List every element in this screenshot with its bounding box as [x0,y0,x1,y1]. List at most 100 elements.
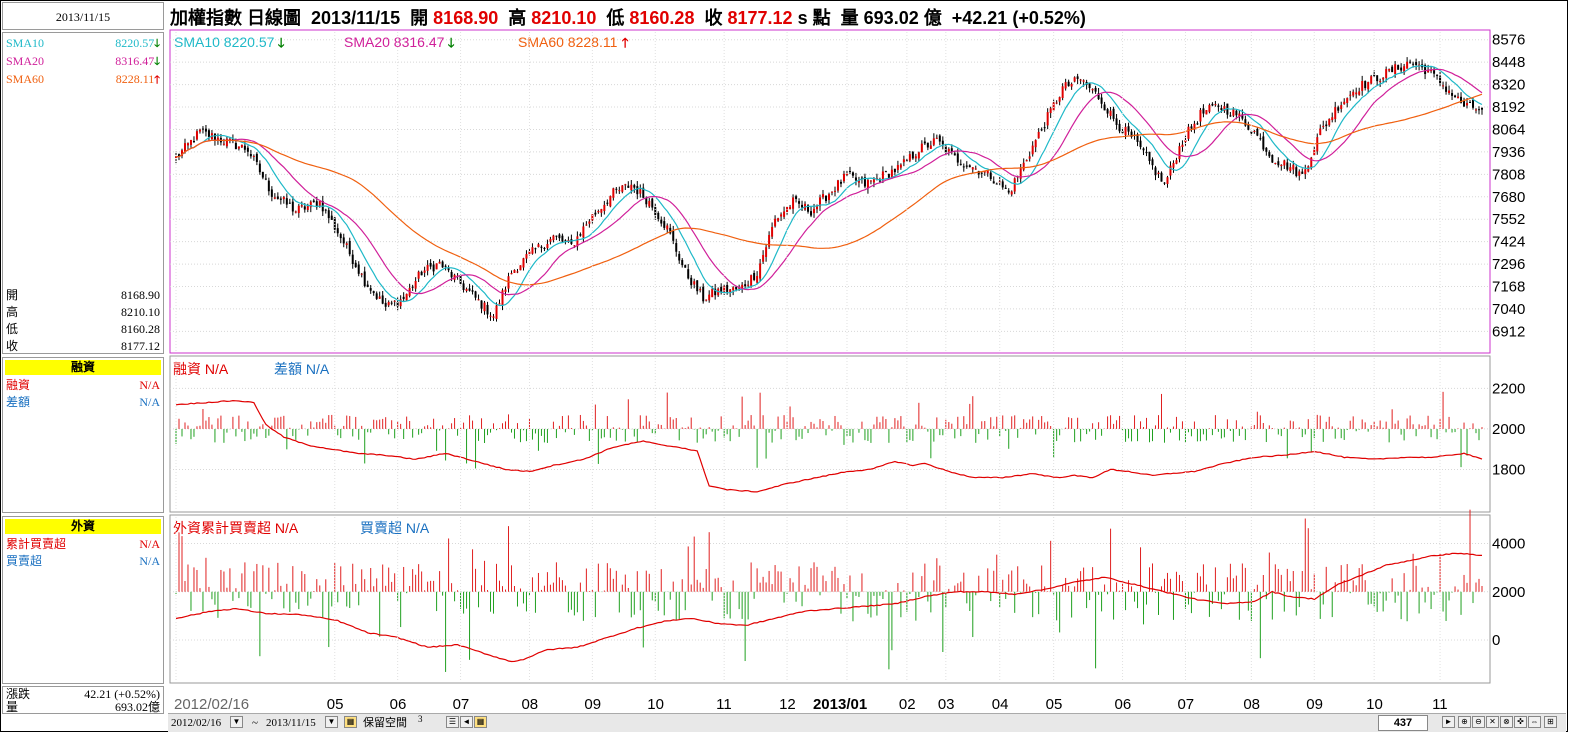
candle-body [1097,93,1100,100]
margin-chart-area[interactable] [169,355,1491,513]
candle-body [1364,81,1367,89]
candle-body [741,284,744,289]
foreign-chart-area[interactable] [169,514,1491,684]
candle-body [1001,181,1004,188]
spacing-icon[interactable]: ☰ [446,716,459,728]
candle-body [1076,76,1079,79]
low-label: 低 [6,322,19,336]
candle-body [372,291,375,294]
x-tick-label: 09 [584,696,601,713]
candle-body [1088,83,1091,89]
end-date[interactable]: 2013/11/15 [266,717,316,729]
bar-count[interactable]: 437 [1378,715,1428,731]
candle-body [180,150,183,156]
candle-body [836,180,839,191]
candle-body [495,305,498,319]
change-value: +42.21 [951,8,1008,28]
candle-body [929,145,932,149]
x-tick-label: 08 [1243,696,1260,713]
open-row: 開 8168.90 [6,287,160,303]
legend-item: 外資累計買賣超 N/A [173,520,299,536]
margin-legend: 融資 N/A 差額 N/A [173,361,330,377]
candle-body [405,293,408,301]
start-date[interactable]: 2012/02/16 [171,717,222,729]
candle-body [213,133,216,141]
zoom-out-icon[interactable]: ⊖ [1472,716,1485,728]
candle-body [1244,119,1247,126]
y-tick-label: 8448 [1492,54,1525,71]
candle-body [896,165,899,170]
x-tick-label: 10 [647,696,664,713]
candle-body [1235,110,1238,116]
candle-body [1052,102,1055,111]
arrow-up-icon: 🡑 [622,36,629,51]
settings-icon[interactable]: ▦ [474,716,487,728]
chart-header: 加權指數 日線圖 2013/11/15 開 8168.90 高 8210.10 … [170,4,1086,30]
open-label: 開 [6,288,19,302]
candle-body [201,128,204,130]
candle-body [579,234,582,236]
sma60-label: SMA60 [6,72,45,86]
options-icon[interactable]: ⊞ [1544,716,1557,728]
candle-body [1409,61,1412,63]
y-tick-label: 8064 [1492,121,1525,138]
candle-body [1070,83,1073,87]
candle-body [968,165,971,168]
candle-body [774,218,777,227]
candle-body [893,168,896,173]
candle-body [1436,74,1439,76]
zoom-in-icon[interactable]: ⊕ [1458,716,1471,728]
candle-body [1415,62,1418,65]
candle-body [516,271,519,273]
zoom-window-icon[interactable]: ⊗ [1500,716,1513,728]
candle-body [468,288,471,291]
candle-body [486,304,489,315]
margin-row: 融資 N/A [6,377,160,393]
low-label: 低 [606,8,625,28]
cum-value: N/A [139,537,160,551]
margin-line [175,399,1483,493]
start-date-dropdown-icon[interactable]: ▼ [230,716,243,728]
cumulative-line [175,552,1482,663]
candle-body [207,130,210,137]
candle-body [792,197,795,209]
candle-body [249,153,252,157]
candle-body [965,165,968,167]
x-tick-label: 2012/02/16 [174,696,249,713]
arrow-up-icon: 🡑 [154,73,160,86]
sma20-value: 8316.47 [115,54,155,68]
end-date-dropdown-icon[interactable]: ▼ [325,716,338,728]
main-chart-area[interactable] [169,29,1491,354]
candle-body [390,302,393,304]
calendar-icon[interactable]: ▦ [344,716,357,728]
zoom-fit-icon[interactable]: ✕ [1486,716,1499,728]
candle-body [869,180,872,182]
candle-body [288,202,291,204]
candle-body [411,286,414,288]
candle-body [1121,131,1124,134]
diff-label: 差額 [6,395,31,409]
candle-body [962,166,965,168]
pan-icon[interactable]: ⇔ [1528,716,1541,728]
sma20-line [175,68,1483,296]
x-tick-label: 08 [521,696,538,713]
candle-body [890,169,893,179]
candle-body [225,138,228,147]
high-value: 8210.10 [531,8,597,28]
candle-body [264,178,267,180]
candle-body [267,180,270,192]
candle-body [1184,139,1187,143]
candle-body [549,238,552,242]
high-row: 高 8210.10 [6,304,160,320]
y-tick-label: 2200 [1492,380,1525,397]
crosshair-icon[interactable]: ✜ [1514,716,1527,728]
scroll-left-icon[interactable]: ◄ [460,716,473,728]
candle-body [366,284,369,287]
scroll-right-icon[interactable]: ► [1442,716,1455,728]
candle-body [1283,160,1286,166]
candle-body [1442,85,1445,87]
candle-body [1022,162,1025,170]
candle-body [857,179,860,183]
candle-body [992,181,995,184]
